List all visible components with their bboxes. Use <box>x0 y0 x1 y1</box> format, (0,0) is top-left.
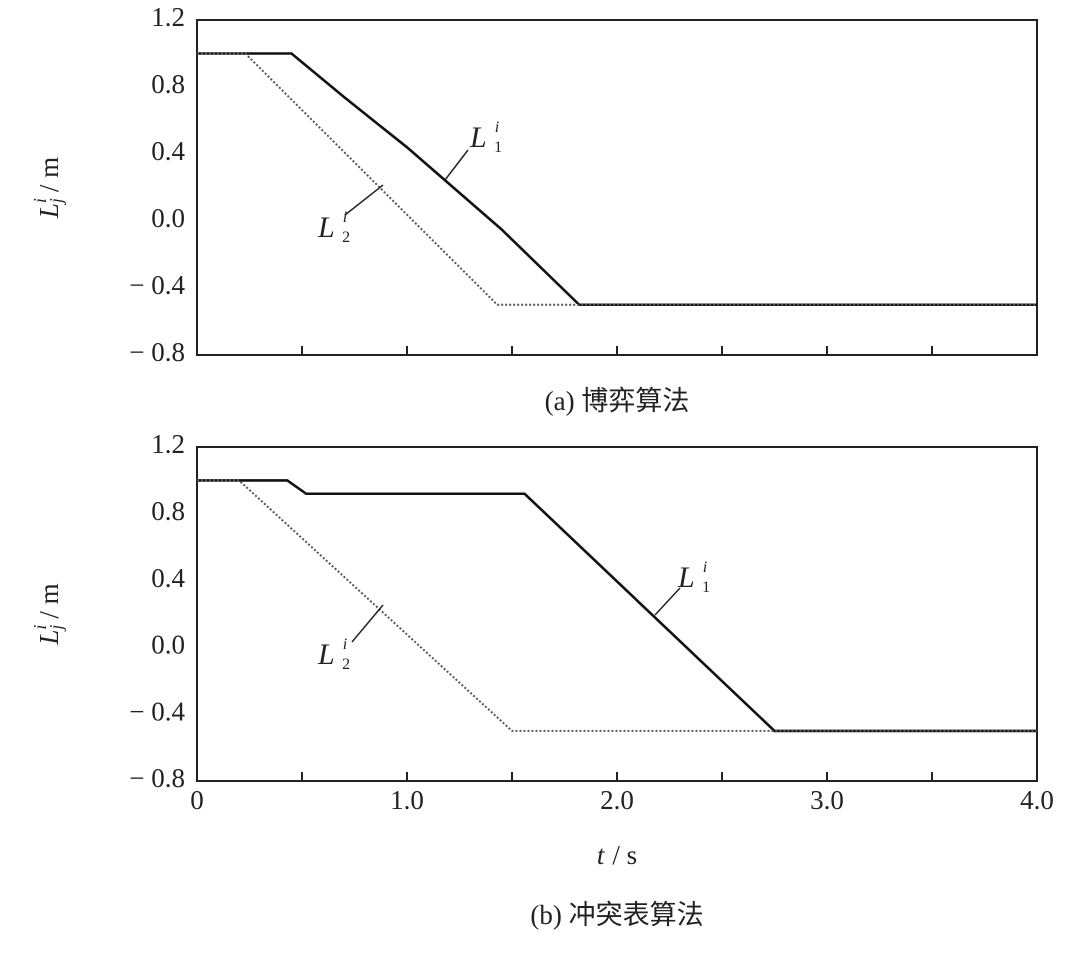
label-sub: j <box>46 625 66 632</box>
caption: (a) 博弈算法 <box>545 386 690 416</box>
x-tick-label: 3.0 <box>810 785 844 815</box>
label-sup: i <box>495 119 499 136</box>
label-symbol: t <box>597 840 606 870</box>
y-tick-label: − 0.4 <box>129 696 185 726</box>
x-axis-label: t / s <box>597 840 637 870</box>
label-symbol: L <box>317 638 335 671</box>
y-axis-label: Lji / m <box>30 583 66 645</box>
label-sup: i <box>343 209 347 226</box>
x-tick-label: 4.0 <box>1020 785 1054 815</box>
y-tick-label: 0.4 <box>151 136 185 166</box>
label-sub: 1 <box>702 579 710 596</box>
leader-line <box>444 149 469 181</box>
label-sub: 1 <box>494 139 502 156</box>
label-unit: / s <box>612 840 637 870</box>
data-line <box>197 479 1037 732</box>
label-sup: i <box>30 625 50 630</box>
y-tick-label: 0.8 <box>151 69 185 99</box>
data-line <box>197 479 1037 733</box>
y-tick-label: 1.2 <box>151 2 185 32</box>
y-tick-label: 0.0 <box>151 630 185 660</box>
leader-line <box>351 604 384 643</box>
y-axis-label: Lji / m <box>30 157 66 219</box>
y-tick-label: 0.8 <box>151 496 185 526</box>
y-tick-label: 0.0 <box>151 203 185 233</box>
data-line <box>197 52 1037 306</box>
label-unit: / m <box>34 583 64 618</box>
label-unit: / m <box>34 157 64 192</box>
label-sub: j <box>46 198 66 205</box>
label-symbol: L <box>677 561 695 594</box>
y-tick-label: 0.4 <box>151 563 185 593</box>
caption: (b) 冲突表算法 <box>530 900 703 930</box>
label-sub: 2 <box>342 656 350 673</box>
leader-line <box>654 587 681 616</box>
x-tick-label: 1.0 <box>390 785 424 815</box>
y-tick-label: − 0.8 <box>129 763 185 793</box>
label-symbol: L <box>317 211 335 244</box>
x-tick-label: 0 <box>190 785 204 815</box>
y-tick-label: − 0.4 <box>129 270 185 300</box>
label-sub: 2 <box>342 229 350 246</box>
label-sup: i <box>703 559 707 576</box>
y-tick-label: − 0.8 <box>129 337 185 367</box>
data-line <box>197 52 1037 307</box>
label-symbol: L <box>469 121 487 154</box>
label-symbol: L <box>34 203 64 219</box>
x-tick-label: 2.0 <box>600 785 634 815</box>
leader-line <box>344 184 384 216</box>
y-tick-label: 1.2 <box>151 429 185 459</box>
label-sup: i <box>343 636 347 653</box>
label-symbol: L <box>34 630 64 646</box>
label-sup: i <box>30 198 50 203</box>
